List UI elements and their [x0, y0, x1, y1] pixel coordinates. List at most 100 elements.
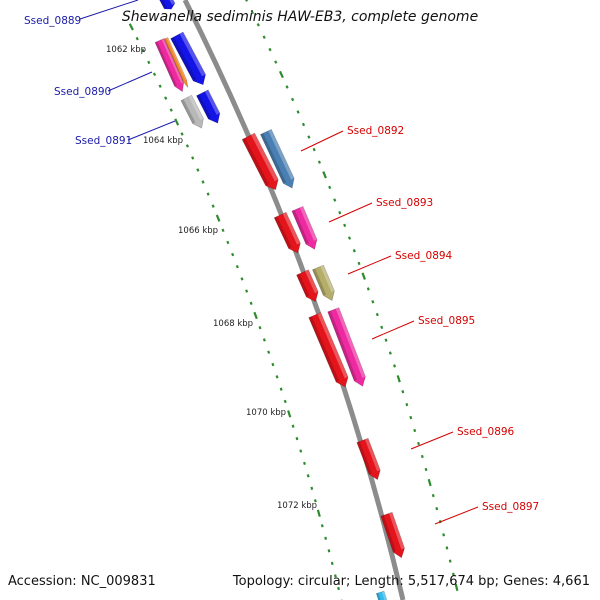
tick-mark: [215, 214, 221, 222]
tick-mark: [320, 524, 324, 528]
gene-arrow[interactable]: [296, 269, 322, 305]
gene-arrow[interactable]: [312, 264, 337, 303]
tick-mark: [396, 375, 401, 383]
gene-label-right[interactable]: Ssed_0895: [418, 315, 475, 327]
tick-mark: [158, 84, 162, 88]
gene-labels: Ssed_0889 Ssed_0890 Ssed_0891 Ssed_0892 Ssed…: [24, 0, 539, 525]
genome-summary-text: Topology: circular; Length: 5,517,674 bp…: [232, 574, 590, 589]
kbp-label: 1068 kbp: [213, 319, 253, 329]
tick-mark: [310, 486, 314, 490]
tick-mark: [141, 48, 145, 53]
tick-mark: [285, 85, 289, 89]
tick-mark: [338, 210, 342, 215]
gene-arrow[interactable]: [241, 132, 282, 193]
tick-mark: [201, 180, 205, 184]
tick-mark: [235, 265, 239, 269]
tick-mark: [409, 415, 413, 420]
kbp-label: 1066 kbp: [178, 226, 218, 236]
tick-mark: [180, 132, 184, 136]
gene-arrow[interactable]: [327, 307, 369, 389]
tick-mark: [253, 311, 258, 320]
tick-mark: [206, 192, 210, 196]
tick-mark: [268, 47, 272, 52]
gene-arrow[interactable]: [273, 211, 304, 256]
tick-mark: [191, 156, 195, 160]
kbp-label: 1064 kbp: [143, 136, 183, 146]
gene-label-right[interactable]: Ssed_0892: [347, 125, 404, 137]
tick-mark: [333, 574, 337, 578]
gene-arrow[interactable]: [375, 590, 388, 600]
gene-arrow[interactable]: [380, 511, 407, 559]
gene-arrow[interactable]: [159, 0, 176, 12]
tick-mark: [427, 478, 432, 487]
tick-mark: [221, 228, 225, 233]
gene-label-right[interactable]: Ssed_0897: [482, 501, 539, 513]
tick-mark: [211, 204, 215, 208]
tick-mark: [147, 60, 151, 65]
leader-line: [127, 120, 176, 141]
tick-mark: [435, 507, 439, 511]
tick-mark: [333, 198, 337, 202]
tick-mark: [291, 424, 295, 428]
tick-mark: [316, 509, 321, 517]
tick-mark: [328, 185, 332, 190]
genome-title: Shewanella sediminis HAW-EB3, complete g…: [121, 9, 479, 25]
tick-mark: [262, 35, 266, 39]
tick-mark: [347, 236, 352, 240]
tick-mark: [371, 300, 375, 304]
tick-mark: [258, 326, 262, 330]
tick-mark: [135, 36, 139, 41]
tick-mark: [287, 410, 292, 418]
leader-line: [434, 506, 479, 525]
tick-mark: [240, 277, 244, 281]
gene-arrow[interactable]: [196, 89, 223, 126]
tick-mark: [306, 474, 310, 478]
gene-arrow[interactable]: [163, 37, 190, 89]
tick-mark: [424, 467, 428, 472]
gene-arrow[interactable]: [308, 312, 351, 390]
tick-mark: [401, 390, 405, 394]
tick-mark: [375, 312, 379, 317]
gene-arrow[interactable]: [180, 94, 207, 131]
tick-mark: [337, 586, 340, 591]
tick-mark: [324, 536, 328, 540]
kbp-label: 1062 kbp: [106, 45, 146, 55]
gene-label-right[interactable]: Ssed_0893: [376, 197, 433, 209]
tick-mark: [361, 272, 366, 280]
gene-label-left[interactable]: Ssed_0891: [75, 135, 132, 147]
gene-arrow[interactable]: [260, 128, 297, 190]
tick-mark: [231, 252, 235, 257]
gene-label-right[interactable]: Ssed_0896: [457, 426, 515, 438]
tick-mark: [313, 499, 317, 503]
gene-arrow[interactable]: [170, 31, 210, 88]
tick-mark: [249, 301, 253, 305]
tick-marks: [128, 0, 459, 600]
tick-mark: [271, 362, 275, 367]
tick-mark: [169, 108, 173, 112]
tick-mark: [393, 364, 397, 368]
tick-mark: [405, 402, 409, 407]
tick-mark: [303, 461, 306, 466]
leader-line: [371, 320, 415, 340]
gene-arrow[interactable]: [356, 437, 383, 482]
tick-mark: [417, 441, 420, 446]
gene-label-left[interactable]: Ssed_0889: [24, 15, 81, 27]
tick-mark: [256, 23, 260, 27]
tick-mark: [431, 493, 435, 498]
tick-mark: [343, 223, 347, 228]
tick-mark: [384, 338, 388, 342]
gene-label-right[interactable]: Ssed_0894: [395, 250, 453, 262]
tick-mark: [279, 387, 283, 391]
tick-mark: [388, 351, 392, 355]
accession-text: Accession: NC_009831: [8, 574, 156, 589]
kbp-scale-labels: 1062 kbp 1064 kbp 1066 kbp 1068 kbp 1070 kbp…: [106, 45, 317, 511]
leader-line: [347, 255, 392, 275]
kbp-label: 1072 kbp: [277, 501, 317, 511]
gene-arrow[interactable]: [291, 206, 320, 251]
gene-label-left[interactable]: Ssed_0890: [54, 86, 111, 98]
tick-mark: [283, 399, 287, 404]
kbp-label: 1070 kbp: [246, 408, 286, 418]
tick-mark: [245, 0, 248, 2]
